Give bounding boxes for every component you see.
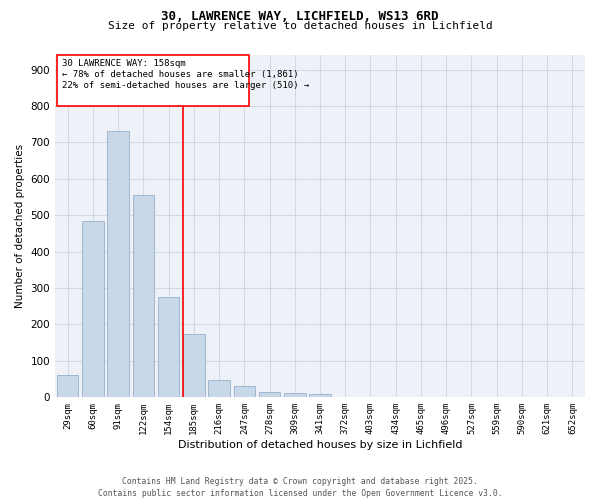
Text: Size of property relative to detached houses in Lichfield: Size of property relative to detached ho…	[107, 21, 493, 31]
Bar	[233, 386, 255, 398]
FancyBboxPatch shape	[57, 55, 250, 106]
Text: 22% of semi-detached houses are larger (510) →: 22% of semi-detached houses are larger (…	[62, 81, 310, 90]
Bar	[284, 392, 305, 398]
Bar	[208, 380, 230, 398]
Bar	[57, 376, 79, 398]
Text: 30, LAWRENCE WAY, LICHFIELD, WS13 6RD: 30, LAWRENCE WAY, LICHFIELD, WS13 6RD	[161, 10, 439, 23]
Text: ← 78% of detached houses are smaller (1,861): ← 78% of detached houses are smaller (1,…	[62, 70, 299, 80]
Text: Contains HM Land Registry data © Crown copyright and database right 2025.
Contai: Contains HM Land Registry data © Crown c…	[98, 476, 502, 498]
Bar	[107, 132, 129, 398]
Bar	[259, 392, 280, 398]
Y-axis label: Number of detached properties: Number of detached properties	[15, 144, 25, 308]
Bar	[183, 334, 205, 398]
Bar	[82, 220, 104, 398]
X-axis label: Distribution of detached houses by size in Lichfield: Distribution of detached houses by size …	[178, 440, 462, 450]
Bar	[133, 195, 154, 398]
Bar	[309, 394, 331, 398]
Bar	[158, 297, 179, 398]
Text: 30 LAWRENCE WAY: 158sqm: 30 LAWRENCE WAY: 158sqm	[62, 60, 186, 68]
